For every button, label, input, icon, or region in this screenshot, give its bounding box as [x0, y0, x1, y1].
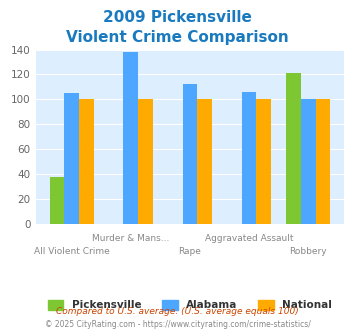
Bar [138, 99, 153, 224]
Bar [182, 84, 197, 224]
Bar [50, 177, 64, 224]
Bar [256, 99, 271, 224]
Text: Rape: Rape [179, 247, 201, 256]
Text: Murder & Mans...: Murder & Mans... [92, 234, 169, 244]
Text: Compared to U.S. average. (U.S. average equals 100): Compared to U.S. average. (U.S. average … [56, 307, 299, 316]
Bar [79, 99, 94, 224]
Bar [64, 93, 79, 224]
Text: Robbery: Robbery [289, 247, 327, 256]
Bar [242, 92, 256, 224]
Text: Violent Crime Comparison: Violent Crime Comparison [66, 30, 289, 45]
Bar [301, 99, 316, 224]
Bar [316, 99, 330, 224]
Bar [286, 73, 301, 224]
Text: All Violent Crime: All Violent Crime [34, 247, 110, 256]
Text: © 2025 CityRating.com - https://www.cityrating.com/crime-statistics/: © 2025 CityRating.com - https://www.city… [45, 320, 310, 329]
Bar [124, 52, 138, 224]
Bar [197, 99, 212, 224]
Text: Aggravated Assault: Aggravated Assault [205, 234, 293, 244]
Text: 2009 Pickensville: 2009 Pickensville [103, 10, 252, 25]
Legend: Pickensville, Alabama, National: Pickensville, Alabama, National [44, 296, 336, 314]
